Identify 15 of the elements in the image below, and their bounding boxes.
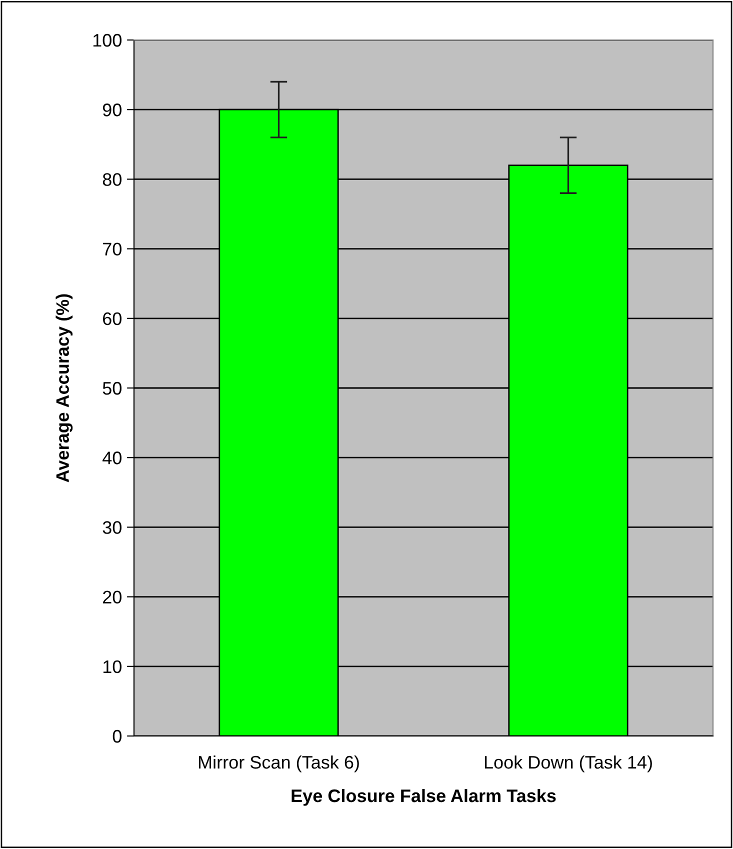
y-tick-label: 80 (102, 173, 122, 186)
y-tick-label: 60 (103, 312, 122, 326)
y-tick-label: 40 (102, 452, 122, 464)
y-tick-label: 100 (93, 34, 122, 47)
x-tick-label: Mirror Scan (Task 6) (198, 755, 359, 772)
y-tick-label: 0 (112, 730, 122, 743)
x-tick-label: Look Down (Task 14) (484, 755, 652, 772)
y-tick-label: 50 (102, 382, 122, 395)
y-tick-label: 10 (103, 660, 122, 674)
y-tick-label: 30 (102, 521, 122, 534)
x-axis-title: Eye Closure False Alarm Tasks (292, 788, 556, 806)
y-tick-label: 90 (102, 104, 122, 116)
y-tick-label: 20 (103, 590, 122, 604)
y-axis-title: Average Accuracy (%) (56, 294, 73, 482)
y-tick-label: 70 (103, 242, 122, 256)
